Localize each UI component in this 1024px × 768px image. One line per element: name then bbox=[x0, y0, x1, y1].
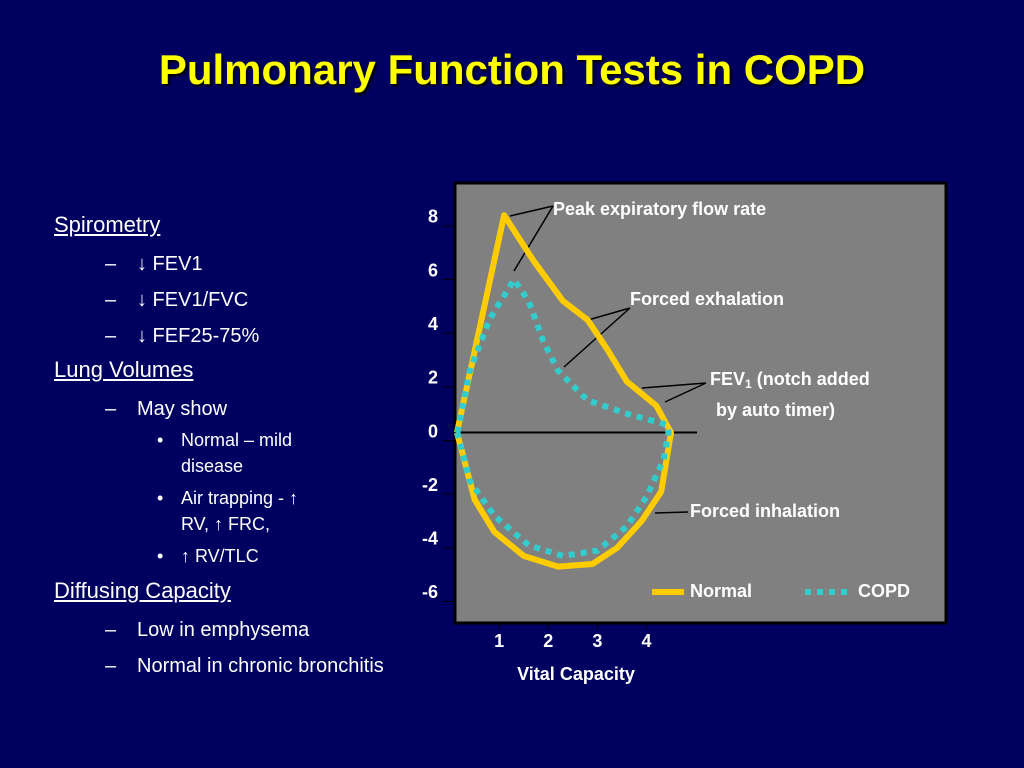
outline-item: Low in emphysema bbox=[105, 618, 384, 642]
outline-heading: Diffusing Capacity bbox=[54, 578, 231, 603]
annotation: FEV bbox=[710, 369, 745, 389]
outline-subitem: Normal – mild disease bbox=[157, 427, 331, 479]
x-tick-label: 4 bbox=[641, 631, 651, 651]
outline-item: Normal in chronic bronchitis bbox=[105, 654, 384, 678]
x-axis-label: Vital Capacity bbox=[517, 664, 635, 684]
outline-item: ↓ FEV1/FVC bbox=[105, 288, 384, 312]
series-line bbox=[454, 212, 675, 570]
outline-subitem: ↑ RV/TLC bbox=[157, 543, 331, 569]
outline-item: ↓ FEV1 bbox=[105, 252, 384, 276]
annotation: Peak expiratory flow rate bbox=[553, 199, 766, 219]
x-tick-label: 1 bbox=[494, 631, 504, 651]
legend-label: Normal bbox=[690, 581, 752, 601]
x-tick-label: 2 bbox=[543, 631, 553, 651]
annotation: Forced inhalation bbox=[690, 501, 840, 521]
y-tick-label: 0 bbox=[428, 421, 438, 441]
slide-title: Pulmonary Function Tests in COPD bbox=[158, 46, 866, 93]
y-tick-label: -6 bbox=[422, 582, 438, 602]
y-tick-label: -4 bbox=[422, 529, 438, 549]
y-tick-label: 6 bbox=[428, 260, 438, 280]
y-tick-label: 2 bbox=[428, 368, 438, 388]
outline-heading: Lung Volumes bbox=[54, 357, 194, 382]
annotation: by auto timer) bbox=[716, 400, 835, 420]
outline: Spirometry ↓ FEV1 ↓ FEV1/FVC ↓ FEF25-75% Lun… bbox=[54, 203, 384, 678]
x-tick-label: 3 bbox=[592, 631, 602, 651]
y-tick-label: 8 bbox=[428, 207, 438, 227]
series-line bbox=[454, 276, 672, 559]
y-tick-label: -2 bbox=[422, 475, 438, 495]
outline-subitem: Air trapping - ↑ RV, ↑ FRC, bbox=[157, 485, 331, 537]
annotation: (notch added bbox=[752, 369, 870, 389]
annotation: FEV1 (notch added bbox=[710, 369, 870, 391]
outline-heading: Spirometry bbox=[54, 212, 161, 237]
y-tick-label: 4 bbox=[428, 314, 438, 334]
legend-label: COPD bbox=[858, 581, 910, 601]
annotation-subscript: 1 bbox=[745, 377, 752, 391]
outline-item: ↓ FEF25-75% bbox=[105, 324, 384, 348]
outline-item: May show bbox=[105, 397, 384, 421]
annotation: Forced exhalation bbox=[630, 289, 784, 309]
